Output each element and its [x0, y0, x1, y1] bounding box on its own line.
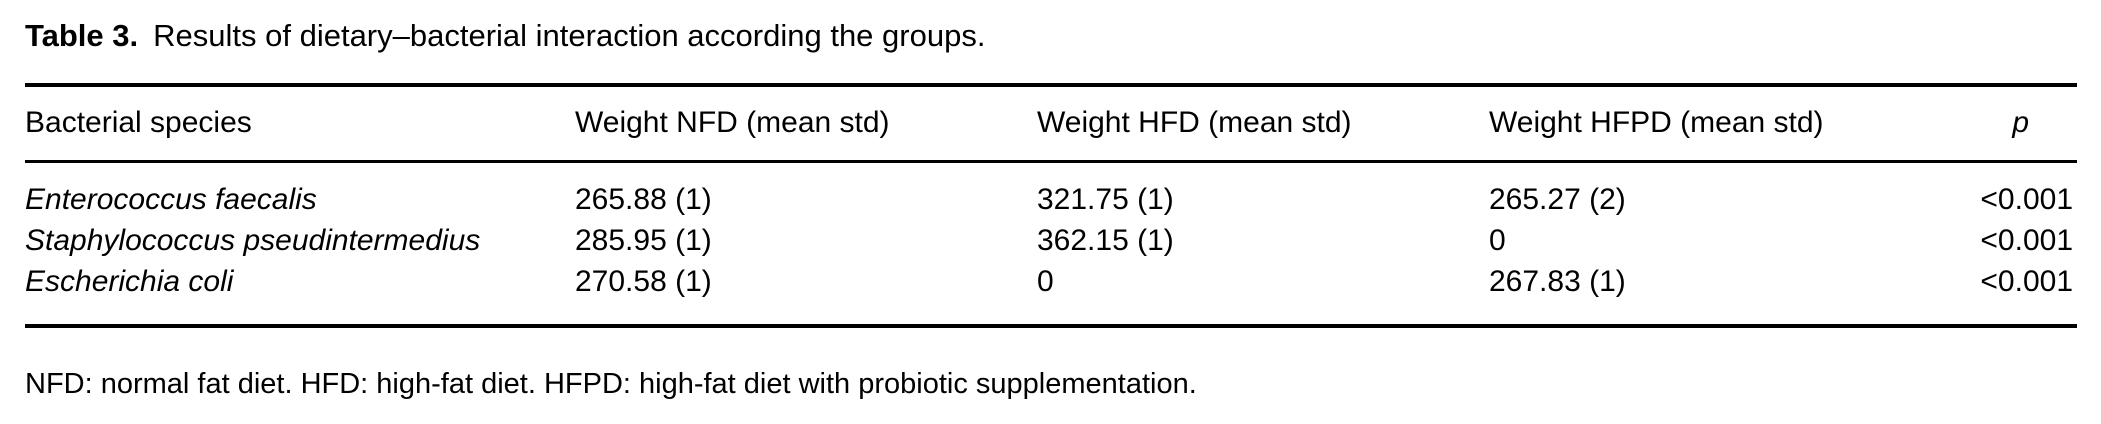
table-body: Enterococcus faecalis 265.88 (1) 321.75 … [25, 162, 2077, 326]
table-header: Bacterial species Weight NFD (mean std) … [25, 85, 2077, 162]
p-value-cell: <0.001 [1980, 265, 2073, 298]
nfd-cell: 270.58 (1) [575, 265, 712, 298]
nfd-cell: 265.88 (1) [575, 183, 712, 216]
species-cell: Staphylococcus pseudintermedius [25, 224, 481, 257]
nfd-cell: 285.95 (1) [575, 224, 712, 257]
col-header-weight-hfd: Weight HFD (mean std) [1037, 106, 1352, 139]
table-number-label: Table 3. [25, 18, 139, 53]
hfd-cell: 321.75 (1) [1037, 183, 1174, 216]
table-row: Staphylococcus pseudintermedius 285.95 (… [25, 220, 2077, 261]
p-value-cell: <0.001 [1980, 183, 2073, 216]
table-row: Escherichia coli 270.58 (1) 0 267.83 (1)… [25, 261, 2077, 326]
p-value-cell: <0.001 [1980, 224, 2073, 257]
hfpd-cell: 0 [1489, 224, 1506, 257]
hfpd-cell: 265.27 (2) [1489, 183, 1626, 216]
col-header-p-value: p [2012, 106, 2029, 139]
col-header-weight-hfpd: Weight HFPD (mean std) [1489, 106, 1824, 139]
col-header-weight-nfd: Weight NFD (mean std) [575, 106, 890, 139]
species-cell: Escherichia coli [25, 265, 234, 298]
results-table: Bacterial species Weight NFD (mean std) … [25, 83, 2077, 328]
table-footnote: NFD: normal fat diet. HFD: high-fat diet… [25, 368, 1197, 400]
table-title: Table 3. Results of dietary–bacterial int… [25, 16, 985, 56]
hfpd-cell: 267.83 (1) [1489, 265, 1626, 298]
table-caption: Results of dietary–bacterial interaction… [153, 18, 986, 53]
col-header-bacterial-species: Bacterial species [25, 106, 252, 139]
hfd-cell: 0 [1037, 265, 1054, 298]
species-cell: Enterococcus faecalis [25, 183, 317, 216]
table-row: Enterococcus faecalis 265.88 (1) 321.75 … [25, 162, 2077, 221]
header-row: Bacterial species Weight NFD (mean std) … [25, 85, 2077, 162]
hfd-cell: 362.15 (1) [1037, 224, 1174, 257]
